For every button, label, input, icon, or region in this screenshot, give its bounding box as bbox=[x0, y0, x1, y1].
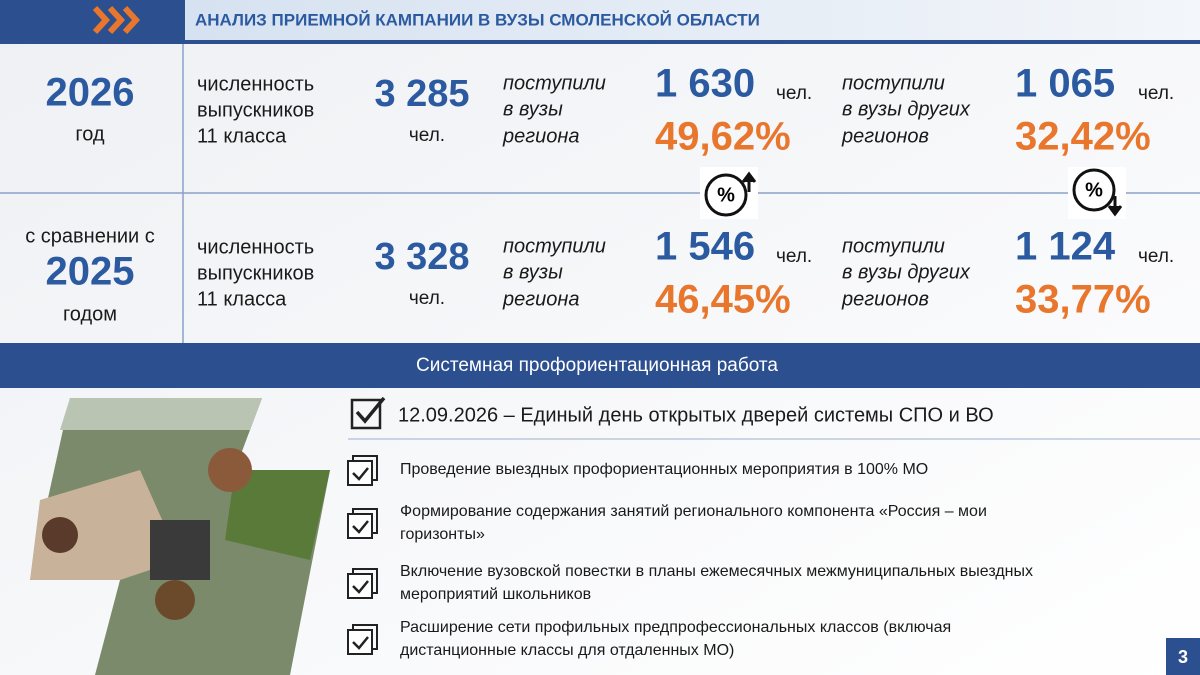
period-caption: с сравнении с bbox=[25, 225, 155, 247]
page-number-box bbox=[1166, 638, 1200, 675]
svg-text:%: % bbox=[717, 184, 735, 206]
other-label: поступили bbox=[842, 72, 945, 94]
section-bar bbox=[0, 343, 1200, 388]
region-label: в вузы bbox=[503, 98, 563, 120]
check-mark bbox=[352, 520, 369, 534]
region-count: 1 546 bbox=[655, 225, 755, 269]
header-bar bbox=[185, 0, 1200, 42]
graduates-label: выпускников bbox=[197, 262, 314, 284]
item-text: мероприятий школьников bbox=[400, 586, 591, 603]
region-unit: чел. bbox=[776, 246, 812, 267]
graduates-count: 3 328 bbox=[374, 236, 469, 278]
graduates-label: численность bbox=[197, 73, 314, 95]
other-label: регионов bbox=[841, 288, 929, 310]
item-text: дистанционные классы для отдаленных МО) bbox=[400, 642, 734, 659]
other-label: в вузы других bbox=[842, 98, 971, 120]
item-text: Расширение сети профильных предпрофессио… bbox=[400, 619, 951, 636]
chevrons bbox=[92, 5, 141, 35]
header-title: АНАЛИЗ ПРИЕМНОЙ КАМПАНИИ В ВУЗЫ СМОЛЕНСК… bbox=[195, 10, 760, 29]
region-label: в вузы bbox=[503, 261, 563, 283]
percent-down-icon: % bbox=[1068, 167, 1126, 219]
check-icon-front bbox=[347, 513, 373, 539]
other-label: регионов bbox=[841, 125, 929, 147]
item-text: Включение вузовской повестки в планы еже… bbox=[400, 563, 1033, 580]
region-label: региона bbox=[502, 288, 579, 310]
graduates-label: численность bbox=[197, 236, 314, 258]
header-logo-box bbox=[0, 0, 185, 42]
svg-text:%: % bbox=[1085, 179, 1103, 201]
other-unit: чел. bbox=[1138, 246, 1174, 267]
other-label: поступили bbox=[842, 235, 945, 257]
period-year: 2025 bbox=[46, 250, 135, 294]
photo bbox=[30, 398, 330, 675]
graduates-label: 11 класса bbox=[197, 125, 287, 147]
other-share: 32,42% bbox=[1015, 115, 1151, 159]
period-caption: годом bbox=[63, 303, 117, 325]
period-caption: год bbox=[75, 123, 105, 145]
other-share: 33,77% bbox=[1015, 278, 1151, 322]
section-title: Системная профориентационная работа bbox=[416, 355, 778, 376]
graduates-unit: чел. bbox=[409, 125, 445, 146]
check-mark bbox=[352, 467, 369, 481]
region-label: региона bbox=[502, 125, 579, 147]
region-share: 46,45% bbox=[655, 278, 791, 322]
header-rule bbox=[0, 40, 1200, 44]
region-label: поступили bbox=[503, 72, 606, 94]
check-mark bbox=[352, 636, 369, 650]
highlight-item: 12.09.2026 – Единый день открытых дверей… bbox=[398, 404, 994, 426]
graduates-label: выпускников bbox=[197, 99, 314, 121]
region-share: 49,62% bbox=[655, 115, 791, 159]
item-text: Проведение выездных профориентационных м… bbox=[400, 461, 928, 478]
other-count: 1 124 bbox=[1015, 225, 1116, 269]
check-icon-front bbox=[347, 460, 373, 486]
page-number: 3 bbox=[1178, 647, 1188, 667]
period-year: 2026 bbox=[46, 71, 135, 115]
graduates-label: 11 класса bbox=[197, 288, 287, 310]
percent-up-icon: % bbox=[700, 167, 758, 219]
check-mark bbox=[352, 580, 369, 594]
other-unit: чел. bbox=[1138, 83, 1174, 104]
check-mark bbox=[355, 396, 386, 424]
other-label: в вузы других bbox=[842, 261, 971, 283]
item-text: горизонты» bbox=[400, 526, 485, 543]
other-count: 1 065 bbox=[1015, 62, 1115, 106]
check-box bbox=[350, 398, 382, 430]
region-label: поступили bbox=[503, 235, 606, 257]
item-text: Формирование содержания занятий регионал… bbox=[400, 503, 987, 520]
region-unit: чел. bbox=[776, 83, 812, 104]
check-icon-front bbox=[347, 629, 373, 655]
region-count: 1 630 bbox=[655, 62, 755, 106]
graduates-unit: чел. bbox=[409, 288, 445, 309]
check-icon-front bbox=[347, 573, 373, 599]
graduates-count: 3 285 bbox=[374, 73, 469, 115]
